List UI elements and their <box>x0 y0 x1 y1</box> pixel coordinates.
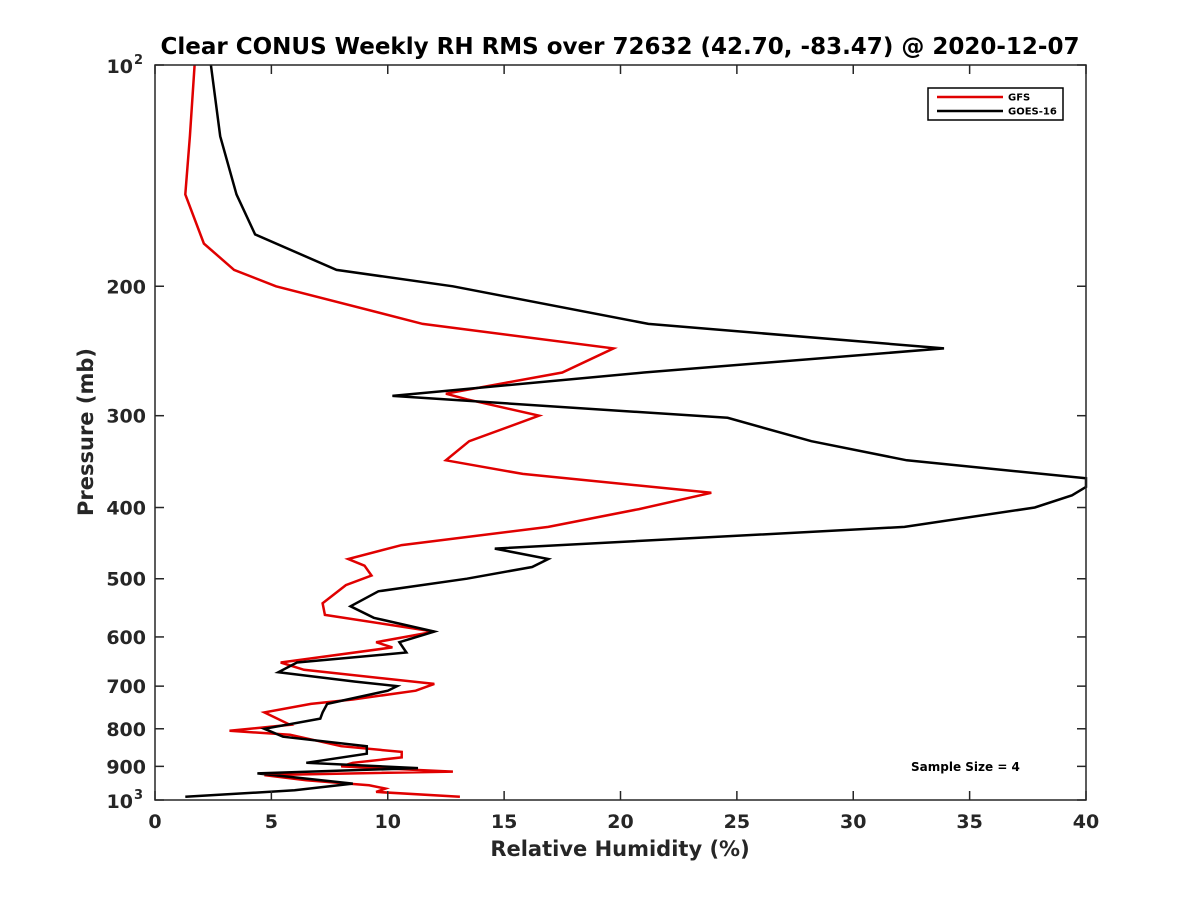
y-tick-label: 300 <box>106 406 146 428</box>
y-tick-label: 400 <box>106 498 146 520</box>
x-axis-label: Relative Humidity (%) <box>490 837 749 861</box>
legend-box <box>927 87 1064 121</box>
sample-size-annotation: Sample Size = 4 <box>911 760 1020 774</box>
y-axis-label: Pressure (mb) <box>74 348 98 516</box>
series-line-goes-16 <box>185 64 1088 799</box>
y-tick-label-exponent: 2 <box>134 53 143 68</box>
y-tick-label-exponent: 3 <box>134 788 143 803</box>
y-tick-label: 700 <box>106 676 146 698</box>
x-axis-ticks: 0 5 10 15 20 25 30 35 40 <box>148 65 1099 833</box>
y-tick-label: 500 <box>106 569 146 591</box>
x-tick-label: 10 <box>375 811 401 833</box>
y-tick-label: 900 <box>106 756 146 778</box>
chart-title: Clear CONUS Weekly RH RMS over 72632 (42… <box>161 34 1080 60</box>
x-tick-label: 40 <box>1073 811 1099 833</box>
plot-series <box>184 64 1088 799</box>
x-tick-label: 30 <box>840 811 866 833</box>
x-tick-label: 0 <box>148 811 161 833</box>
legend: GFS GOES-16 <box>927 87 1064 121</box>
x-tick-label: 5 <box>265 811 278 833</box>
y-tick-label: 200 <box>106 276 146 298</box>
legend-label-gfs: GFS <box>1008 93 1030 104</box>
legend-label-goes-16: GOES-16 <box>1008 107 1057 118</box>
y-tick-label: 10 <box>107 791 133 813</box>
y-tick-label: 10 <box>107 56 133 78</box>
x-tick-label: 25 <box>724 811 750 833</box>
x-tick-label: 35 <box>956 811 982 833</box>
x-tick-label: 15 <box>491 811 517 833</box>
y-tick-label: 600 <box>106 627 146 649</box>
x-tick-label: 20 <box>607 811 633 833</box>
y-tick-label: 800 <box>106 719 146 741</box>
